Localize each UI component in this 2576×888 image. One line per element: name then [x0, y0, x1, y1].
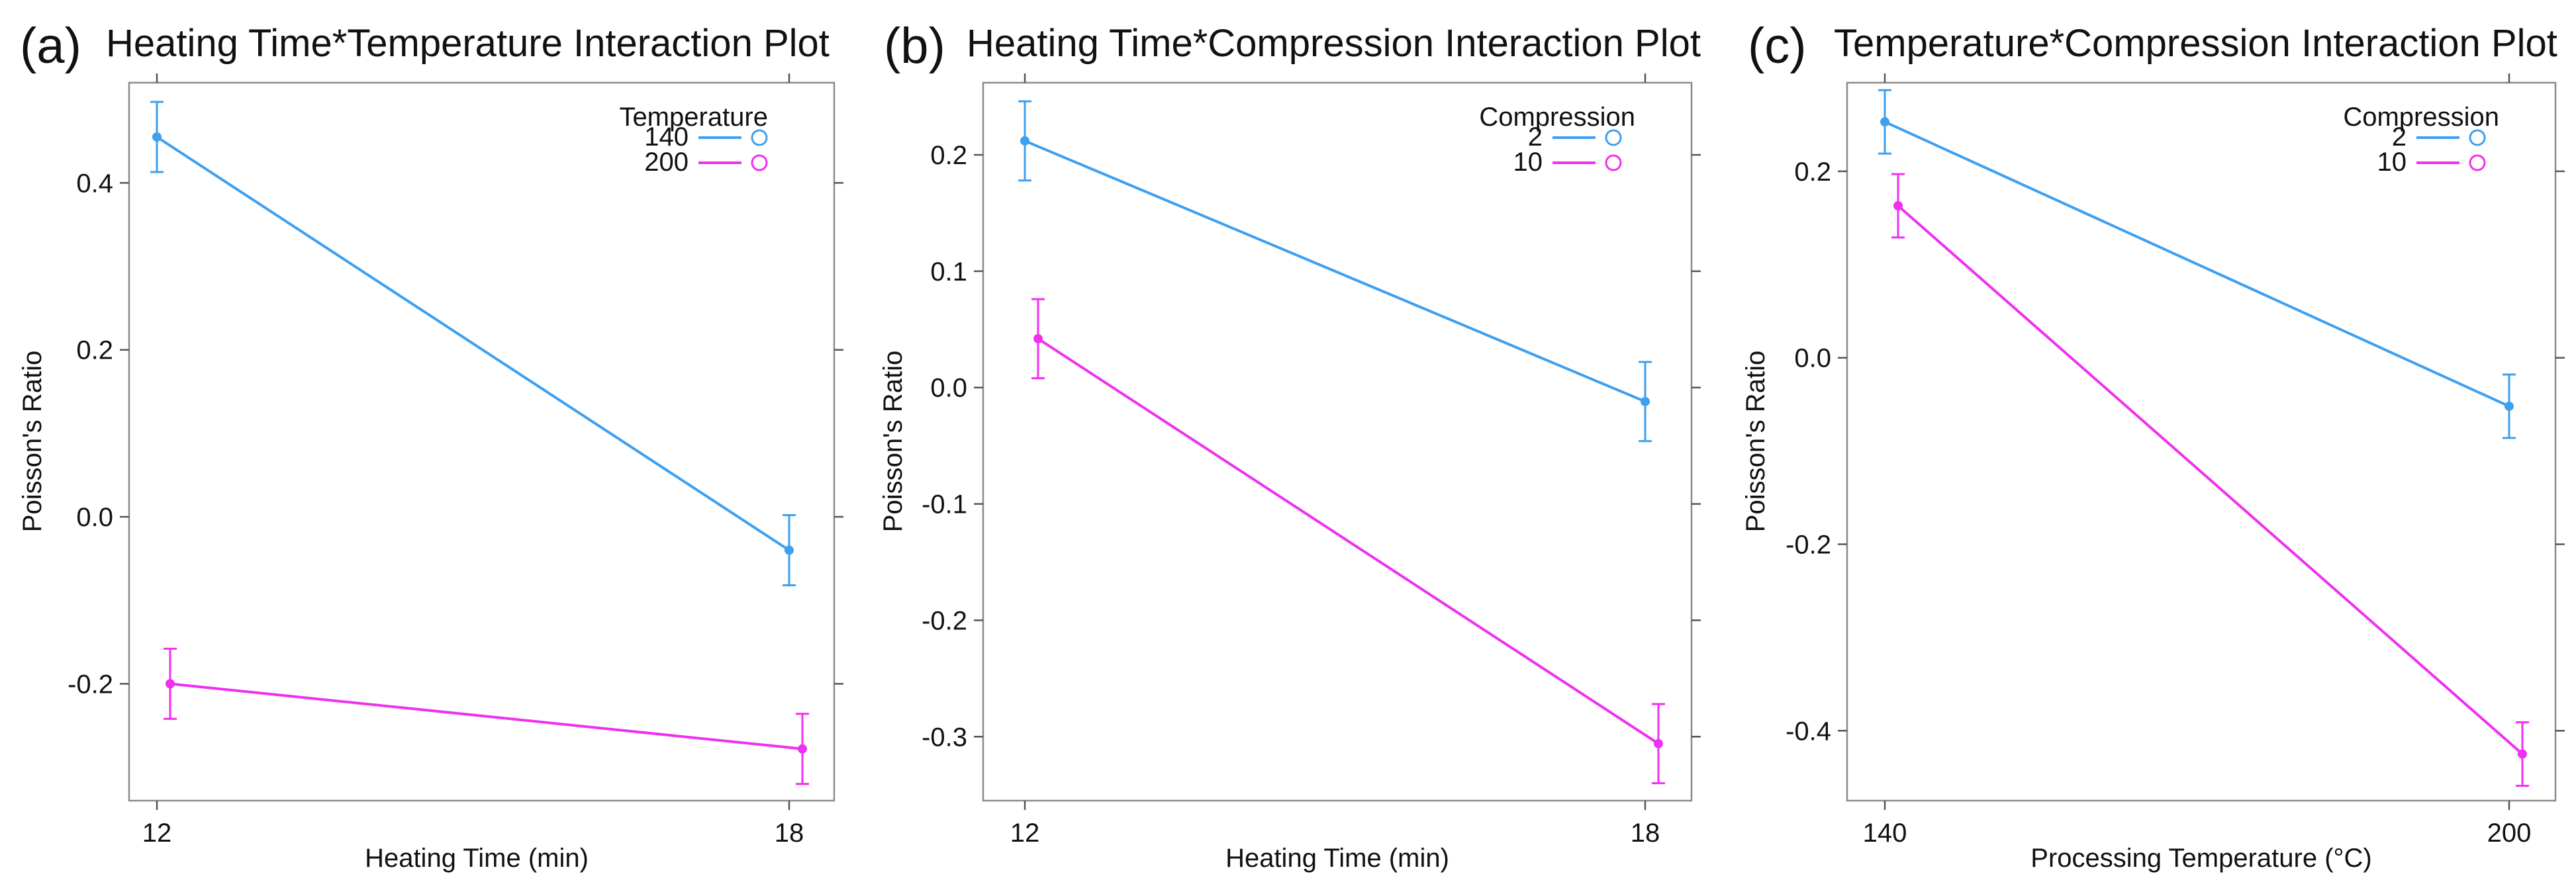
- x-tick-label: 18: [775, 819, 804, 848]
- y-tick-label: -0.3: [922, 723, 967, 752]
- legend-title: Temperature: [619, 103, 768, 132]
- y-tick-label: -0.2: [68, 670, 113, 699]
- panel-a: (a) Heating Time*Temperature Interaction…: [18, 18, 843, 873]
- legend-label: 2: [2392, 122, 2407, 152]
- data-point: [2504, 401, 2514, 411]
- panel-c: (c) Temperature*Compression Interaction …: [1741, 18, 2565, 873]
- legend-label: 10: [2377, 148, 2407, 177]
- chart-title: Heating Time*Temperature Interaction Plo…: [106, 22, 830, 65]
- series-line-10: [1037, 337, 1660, 745]
- y-tick-label: -0.2: [922, 606, 967, 635]
- series-layer: [150, 101, 809, 785]
- x-tick-label: 12: [142, 819, 172, 848]
- legend-swatch-marker: [2469, 129, 2486, 146]
- data-point: [798, 744, 807, 754]
- series-line-2: [1884, 120, 2510, 408]
- panel-label: (a): [20, 18, 81, 74]
- y-axis-label: Poisson's Ratio: [879, 351, 908, 532]
- legend-swatch-marker: [751, 154, 768, 171]
- chart-title: Heating Time*Compression Interaction Plo…: [967, 22, 1701, 65]
- chart-title: Temperature*Compression Interaction Plot: [1834, 22, 2557, 65]
- series-line-10: [1897, 204, 2524, 756]
- data-point: [1654, 738, 1663, 748]
- data-point: [1020, 136, 1029, 146]
- legend-swatch-marker: [2469, 154, 2486, 171]
- series-layer: [1878, 89, 2529, 787]
- panel-b: (b) Heating Time*Compression Interaction…: [879, 18, 1701, 873]
- x-ticks: 12 18: [1010, 73, 1660, 848]
- x-tick-label: 18: [1631, 819, 1660, 848]
- y-tick-label: 0.0: [76, 503, 113, 532]
- x-axis-label: Heating Time (min): [365, 844, 589, 873]
- panel-label: (b): [884, 18, 945, 74]
- plot-frame: [1846, 81, 2557, 802]
- data-point: [152, 132, 162, 142]
- y-tick-label: 0.1: [930, 257, 967, 287]
- data-point: [1641, 396, 1650, 406]
- panel-label: (c): [1748, 18, 1807, 74]
- legend: 210: [1513, 122, 1622, 177]
- x-tick-label: 12: [1010, 819, 1040, 848]
- x-ticks: 12 18: [142, 73, 804, 848]
- legend-label: 200: [644, 148, 689, 177]
- y-tick-label: -0.1: [922, 490, 967, 519]
- series-line-140: [156, 136, 790, 552]
- y-tick-label: 0.4: [76, 169, 113, 198]
- y-axis-label: Poisson's Ratio: [18, 351, 47, 532]
- legend-title: Compression: [1479, 103, 1635, 132]
- y-ticks: -0.2 0.0 0.2 0.4: [68, 169, 843, 699]
- y-ticks: -0.4 -0.2 0.0 0.2: [1786, 157, 2565, 746]
- data-point: [2518, 749, 2527, 759]
- y-ticks: -0.3 -0.2 -0.1 0.0 0.1 0.2: [922, 141, 1701, 752]
- x-tick-label: 140: [1863, 819, 1907, 848]
- data-point: [1880, 117, 1889, 127]
- y-axis-label: Poisson's Ratio: [1741, 351, 1770, 532]
- legend: 210: [2377, 122, 2486, 177]
- data-point: [785, 545, 794, 555]
- legend-title: Compression: [2343, 103, 2499, 132]
- series-line-2: [1024, 140, 1646, 403]
- y-tick-label: 0.2: [76, 336, 113, 365]
- legend-swatch-marker: [1605, 129, 1622, 146]
- y-tick-label: 0.0: [930, 374, 967, 403]
- x-axis-label: Heating Time (min): [1225, 844, 1449, 873]
- data-point: [166, 679, 175, 689]
- y-tick-label: 0.2: [1794, 157, 1831, 187]
- y-tick-label: 0.0: [1794, 344, 1831, 373]
- plot-frame: [128, 81, 835, 802]
- x-tick-label: 200: [2487, 819, 2532, 848]
- plot-frame: [982, 81, 1693, 802]
- x-ticks: 140 200: [1863, 73, 2532, 848]
- data-point: [1893, 201, 1903, 210]
- series-layer: [1018, 100, 1665, 785]
- x-axis-label: Processing Temperature (°C): [2030, 844, 2371, 873]
- legend-swatch-marker: [1605, 154, 1622, 171]
- data-point: [1033, 333, 1043, 343]
- y-tick-label: 0.2: [930, 141, 967, 170]
- y-tick-label: -0.4: [1786, 717, 1831, 746]
- legend-label: 2: [1528, 122, 1543, 152]
- series-line-200: [169, 682, 803, 750]
- y-tick-label: -0.2: [1786, 531, 1831, 560]
- legend-swatch-marker: [751, 129, 768, 146]
- legend-label: 140: [644, 122, 689, 152]
- legend-label: 10: [1513, 148, 1543, 177]
